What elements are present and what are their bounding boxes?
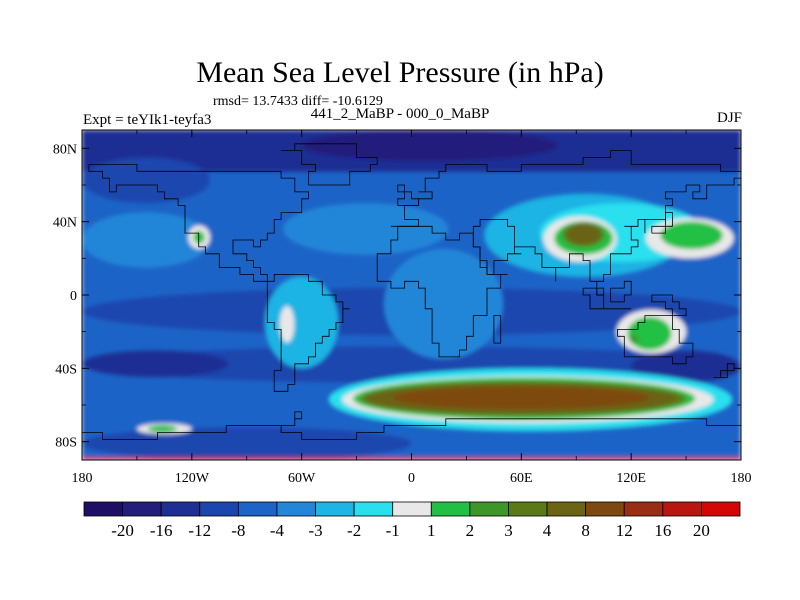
coastline-7 bbox=[617, 315, 694, 365]
colorbar-label-11: 4 bbox=[543, 521, 552, 540]
colorbar-swatch-11 bbox=[508, 501, 548, 517]
colorbar-label-4: -4 bbox=[270, 521, 285, 540]
region-antarctic-margin bbox=[82, 427, 412, 460]
coastline-10 bbox=[397, 184, 419, 206]
coastline-9 bbox=[651, 212, 673, 234]
colorbar-label-14: 16 bbox=[654, 521, 671, 540]
colorbar-swatch-3 bbox=[199, 501, 239, 517]
colorbar-label-1: -16 bbox=[150, 521, 173, 540]
coastline-12 bbox=[610, 280, 632, 303]
y-tick-label-2: 0 bbox=[70, 289, 77, 304]
colorbar-swatch-15 bbox=[662, 501, 702, 517]
experiment-label: Expt = teYIk1-teyfa3 bbox=[83, 112, 212, 128]
region-south-america bbox=[265, 276, 339, 369]
colorbar-swatch-1 bbox=[122, 501, 162, 517]
colorbar-label-6: -2 bbox=[347, 521, 361, 540]
y-tick-label-0: 80N bbox=[53, 142, 77, 157]
x-axis: 180 120W 60W 0 60E 120E 180 bbox=[72, 130, 752, 486]
colorbar-label-2: -12 bbox=[188, 521, 211, 540]
y-axis: 80N 40N 0 40S 80S bbox=[53, 142, 741, 451]
colorbar-label-5: -3 bbox=[308, 521, 322, 540]
colorbar-label-3: -8 bbox=[231, 521, 245, 540]
colorbar-swatch-13 bbox=[585, 501, 625, 517]
region-north-atlantic bbox=[283, 203, 449, 255]
x-tick-label-1: 120W bbox=[175, 471, 210, 486]
coastline-1 bbox=[266, 274, 350, 392]
coastline-3 bbox=[390, 150, 741, 227]
chart-title: Mean Sea Level Pressure (in hPa) bbox=[196, 56, 604, 89]
y-tick-label-4: 80S bbox=[55, 436, 77, 451]
colorbar-swatch-2 bbox=[160, 501, 201, 517]
x-tick-label-4: 60E bbox=[510, 471, 533, 486]
coastline-8 bbox=[82, 411, 741, 440]
colorbar-swatch-14 bbox=[623, 501, 664, 517]
colorbar-swatch-4 bbox=[237, 501, 278, 517]
region-australia-white bbox=[627, 317, 672, 350]
region-africa bbox=[384, 249, 504, 360]
stats-label: rmsd= 13.7433 diff= -10.6129 bbox=[213, 94, 383, 109]
colorbar-swatch-12 bbox=[546, 501, 587, 517]
region-tibet-high bbox=[565, 223, 602, 246]
colorbar-label-7: -1 bbox=[386, 521, 400, 540]
colorbar-label-15: 20 bbox=[693, 521, 710, 540]
colorbar-swatch-16 bbox=[701, 501, 741, 517]
region-east-asia-white bbox=[660, 221, 723, 250]
experiment-diff-label: 441_2_MaBP - 000_0_MaBP bbox=[310, 106, 490, 122]
coastline-14 bbox=[493, 315, 502, 344]
colorbar-label-10: 3 bbox=[504, 521, 513, 540]
colorbar-label-9: 2 bbox=[466, 521, 475, 540]
region-antarctica-dark bbox=[393, 386, 650, 409]
region-andes-ring bbox=[279, 306, 295, 343]
coastline-2 bbox=[281, 143, 378, 186]
colorbar-label-0: -20 bbox=[111, 521, 134, 540]
x-tick-label-5: 120E bbox=[616, 471, 646, 486]
x-tick-label-2: 60W bbox=[288, 471, 316, 486]
region-arctic-low-core bbox=[301, 130, 558, 162]
season-label: DJF bbox=[716, 110, 742, 126]
x-tick-label-6: 180 bbox=[731, 471, 752, 486]
colorbar-swatch-7 bbox=[353, 501, 394, 517]
coastline-5 bbox=[472, 219, 522, 275]
coastline-15 bbox=[713, 363, 735, 378]
colorbar: -20 -16 -12 -8 -4 -3 -2 -1 1 2 3 4 8 12 16 20 bbox=[83, 501, 741, 540]
x-tick-label-3: 0 bbox=[408, 471, 415, 486]
coastline-0 bbox=[88, 164, 309, 282]
y-tick-label-1: 40N bbox=[53, 216, 77, 231]
colorbar-swatch-6 bbox=[315, 501, 355, 517]
region-north-pacific bbox=[82, 212, 211, 268]
region-n-america-west-white bbox=[193, 230, 205, 244]
coastline-11 bbox=[582, 287, 632, 310]
colorbar-swatch-5 bbox=[276, 501, 316, 517]
x-tick-label-0: 180 bbox=[72, 471, 93, 486]
region-ross-sea-white bbox=[147, 425, 178, 433]
y-tick-label-3: 40S bbox=[55, 362, 77, 377]
colorbar-swatch-10 bbox=[469, 501, 509, 517]
region-southern-ocean-core-w bbox=[82, 350, 229, 378]
colorbar-swatch-0 bbox=[83, 501, 123, 517]
colorbar-swatch-9 bbox=[430, 501, 471, 517]
colorbar-swatch-8 bbox=[392, 501, 432, 517]
region-southern-ocean-core-e bbox=[631, 350, 741, 383]
coastline-6 bbox=[514, 177, 741, 296]
region-australia-green bbox=[629, 335, 639, 343]
pressure-field bbox=[82, 130, 741, 460]
colorbar-label-12: 8 bbox=[581, 521, 590, 540]
colorbar-label-13: 12 bbox=[616, 521, 633, 540]
coastline-4 bbox=[376, 225, 508, 358]
colorbar-label-8: 1 bbox=[427, 521, 436, 540]
coastline-layer bbox=[82, 143, 741, 440]
coastline-13 bbox=[651, 294, 687, 316]
